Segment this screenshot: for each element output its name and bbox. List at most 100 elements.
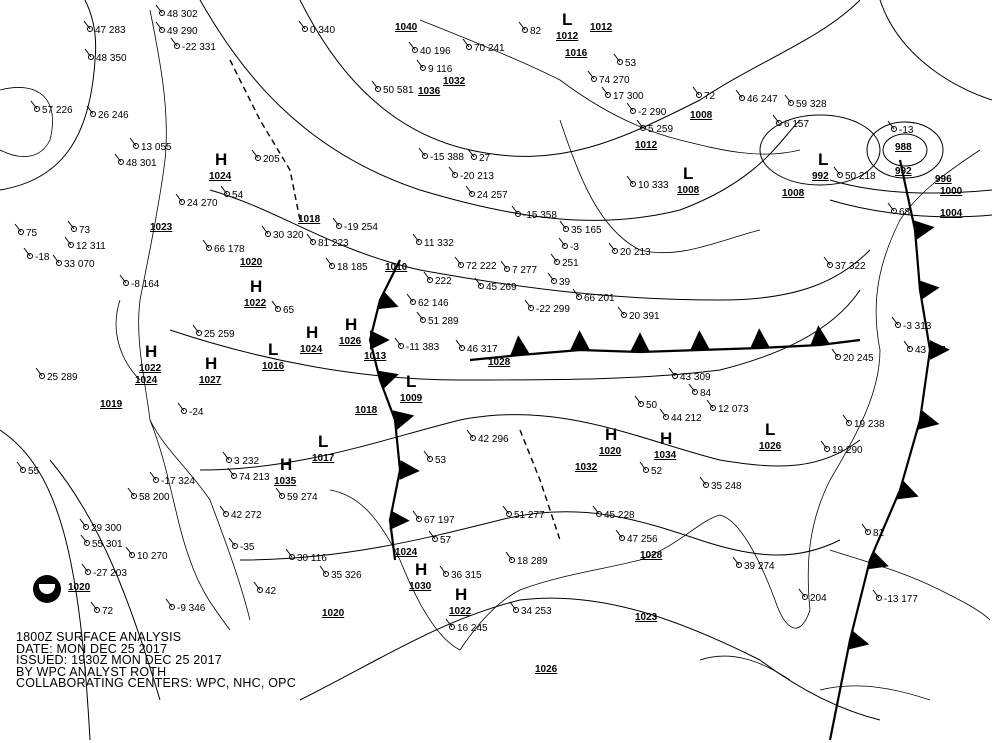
station-value: 62 146 — [418, 298, 449, 309]
wind-barb-icon — [127, 487, 135, 497]
station-circle-icon — [131, 493, 137, 499]
station-circle-icon — [181, 408, 187, 414]
station-circle-icon — [34, 106, 40, 112]
wind-barb-icon — [467, 148, 475, 158]
station-plot: -13 177 — [872, 589, 918, 605]
station-value: 52 — [651, 466, 663, 477]
station-circle-icon — [619, 535, 625, 541]
station-plot: 18 185 — [325, 257, 368, 273]
station-value: 74 213 — [239, 472, 270, 483]
isobar-label: 1020 — [322, 608, 345, 619]
station-circle-icon — [827, 262, 833, 268]
station-circle-icon — [458, 262, 464, 268]
station-value: 7 277 — [512, 265, 537, 276]
station-plot: 30 116 — [285, 548, 327, 564]
wind-barb-icon — [732, 556, 740, 566]
station-plot: 47 256 — [615, 529, 658, 545]
high-pressure-marker: H — [205, 354, 217, 373]
wind-barb-icon — [406, 293, 414, 303]
isobar-label-group: 1018 — [298, 214, 321, 225]
caption-date: DATE: MON DEC 25 2017 — [16, 641, 168, 656]
station-plot: 74 270 — [587, 70, 630, 86]
station-plot: 25 259 — [192, 324, 235, 340]
station-value: 18 185 — [337, 262, 368, 273]
station-circle-icon — [416, 239, 422, 245]
central-pressure-label: 1026 — [339, 336, 362, 347]
station-plot: 52 — [639, 461, 663, 477]
station-plot: 251 — [550, 253, 579, 269]
station-circle-icon — [420, 317, 426, 323]
wind-barb-icon — [823, 256, 831, 266]
station-value: 48 350 — [96, 53, 127, 64]
wind-barb-icon — [165, 598, 173, 608]
isobar-label-group: 1008 — [690, 110, 713, 121]
wind-barb-icon — [325, 257, 333, 267]
station-circle-icon — [788, 100, 794, 106]
station-plot: 70 241 — [462, 38, 505, 54]
station-circle-icon — [279, 493, 285, 499]
station-value: -35 — [240, 542, 255, 553]
isobar-label: 1023 — [635, 612, 658, 623]
station-plot: -35 — [228, 537, 255, 553]
wind-barb-icon — [35, 367, 43, 377]
wind-barb-icon — [412, 510, 420, 520]
station-plot: 47 283 — [83, 20, 126, 36]
isobar-label: 1020 — [68, 582, 91, 593]
station-value: -24 — [189, 407, 204, 418]
station-plot: 29 300 — [79, 518, 122, 534]
station-plot: -13 — [887, 120, 914, 136]
wind-barb-icon — [659, 408, 667, 418]
isobar-label: 1026 — [535, 664, 558, 675]
station-plot: 48 301 — [114, 153, 157, 169]
station-circle-icon — [123, 280, 129, 286]
station-circle-icon — [696, 92, 702, 98]
station-plot: 205 — [251, 149, 280, 165]
station-plot: 9 116 — [416, 59, 453, 75]
isobar-label-group: 1018 — [355, 405, 378, 416]
wind-barb-icon — [67, 220, 75, 230]
station-circle-icon — [153, 477, 159, 483]
wind-barb-icon — [439, 565, 447, 575]
station-plot: -22 299 — [524, 299, 570, 315]
station-value: 24 270 — [187, 198, 218, 209]
station-plot: 20 213 — [608, 242, 651, 258]
wind-barb-icon — [86, 105, 94, 115]
wind-barb-icon — [371, 80, 379, 90]
station-plot: 11 332 — [412, 233, 454, 249]
wind-barb-icon — [298, 20, 306, 30]
wind-barb-icon — [319, 565, 327, 575]
isobar-label: 1000 — [940, 186, 963, 197]
central-pressure-label: 1034 — [654, 450, 677, 461]
wind-barb-icon — [408, 41, 416, 51]
caption-title: 1800Z SURFACE ANALYSIS — [16, 630, 182, 644]
station-circle-icon — [174, 43, 180, 49]
station-value: 48 302 — [167, 9, 198, 20]
isobar-label-group: 1023 — [635, 612, 658, 623]
station-circle-icon — [907, 346, 913, 352]
station-plot: 62 146 — [406, 293, 449, 309]
station-circle-icon — [672, 373, 678, 379]
station-plot: 72 — [90, 601, 114, 617]
isobar-label: 996 — [935, 174, 952, 185]
station-circle-icon — [710, 405, 716, 411]
wind-barb-icon — [219, 505, 227, 515]
station-circle-icon — [640, 125, 646, 131]
station-plot: 12 311 — [64, 236, 106, 252]
station-circle-icon — [159, 10, 165, 16]
wind-barb-icon — [416, 311, 424, 321]
high-pressure-marker: H — [415, 560, 427, 579]
wind-barb-icon — [462, 38, 470, 48]
isobar-label-group: 1000 — [940, 186, 963, 197]
wind-barb-icon — [170, 37, 178, 47]
station-plot: -17 324 — [149, 471, 195, 487]
wind-barb-icon — [285, 548, 293, 558]
station-circle-icon — [68, 242, 74, 248]
station-circle-icon — [179, 199, 185, 205]
station-value: 75 — [26, 228, 38, 239]
high-pressure-marker: H — [455, 585, 467, 604]
high-pressure-marker: H — [660, 429, 672, 448]
station-circle-icon — [398, 343, 404, 349]
station-plot: 54 — [220, 185, 244, 201]
isobar-label: 1018 — [355, 405, 378, 416]
wind-barb-icon — [615, 529, 623, 539]
